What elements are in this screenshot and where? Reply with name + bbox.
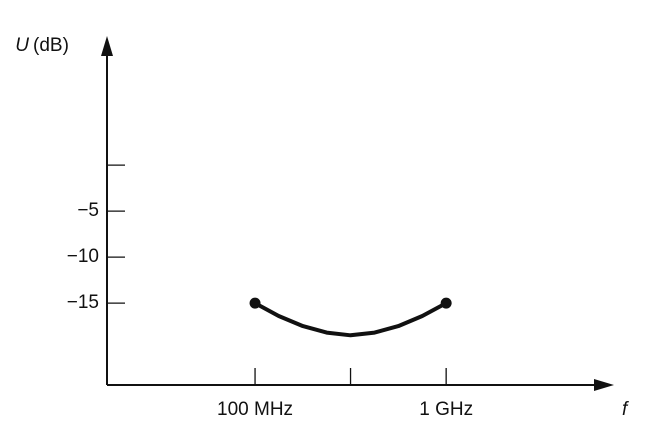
x-tick-label: 1 GHz xyxy=(419,399,473,420)
y-tick-label: −10 xyxy=(67,246,99,267)
y-tick-label: −15 xyxy=(67,292,99,313)
x-label: f xyxy=(622,399,629,420)
x-axis-arrow xyxy=(594,379,614,391)
end-point xyxy=(249,297,261,309)
end-point xyxy=(440,297,452,309)
y-label-unit: (dB) xyxy=(33,35,69,56)
y-label-symbol: U xyxy=(15,35,29,56)
x-tick-label: 100 MHz xyxy=(217,399,293,420)
y-axis-arrow xyxy=(101,36,113,56)
y-tick-label: −5 xyxy=(77,200,99,221)
curve xyxy=(254,301,448,338)
